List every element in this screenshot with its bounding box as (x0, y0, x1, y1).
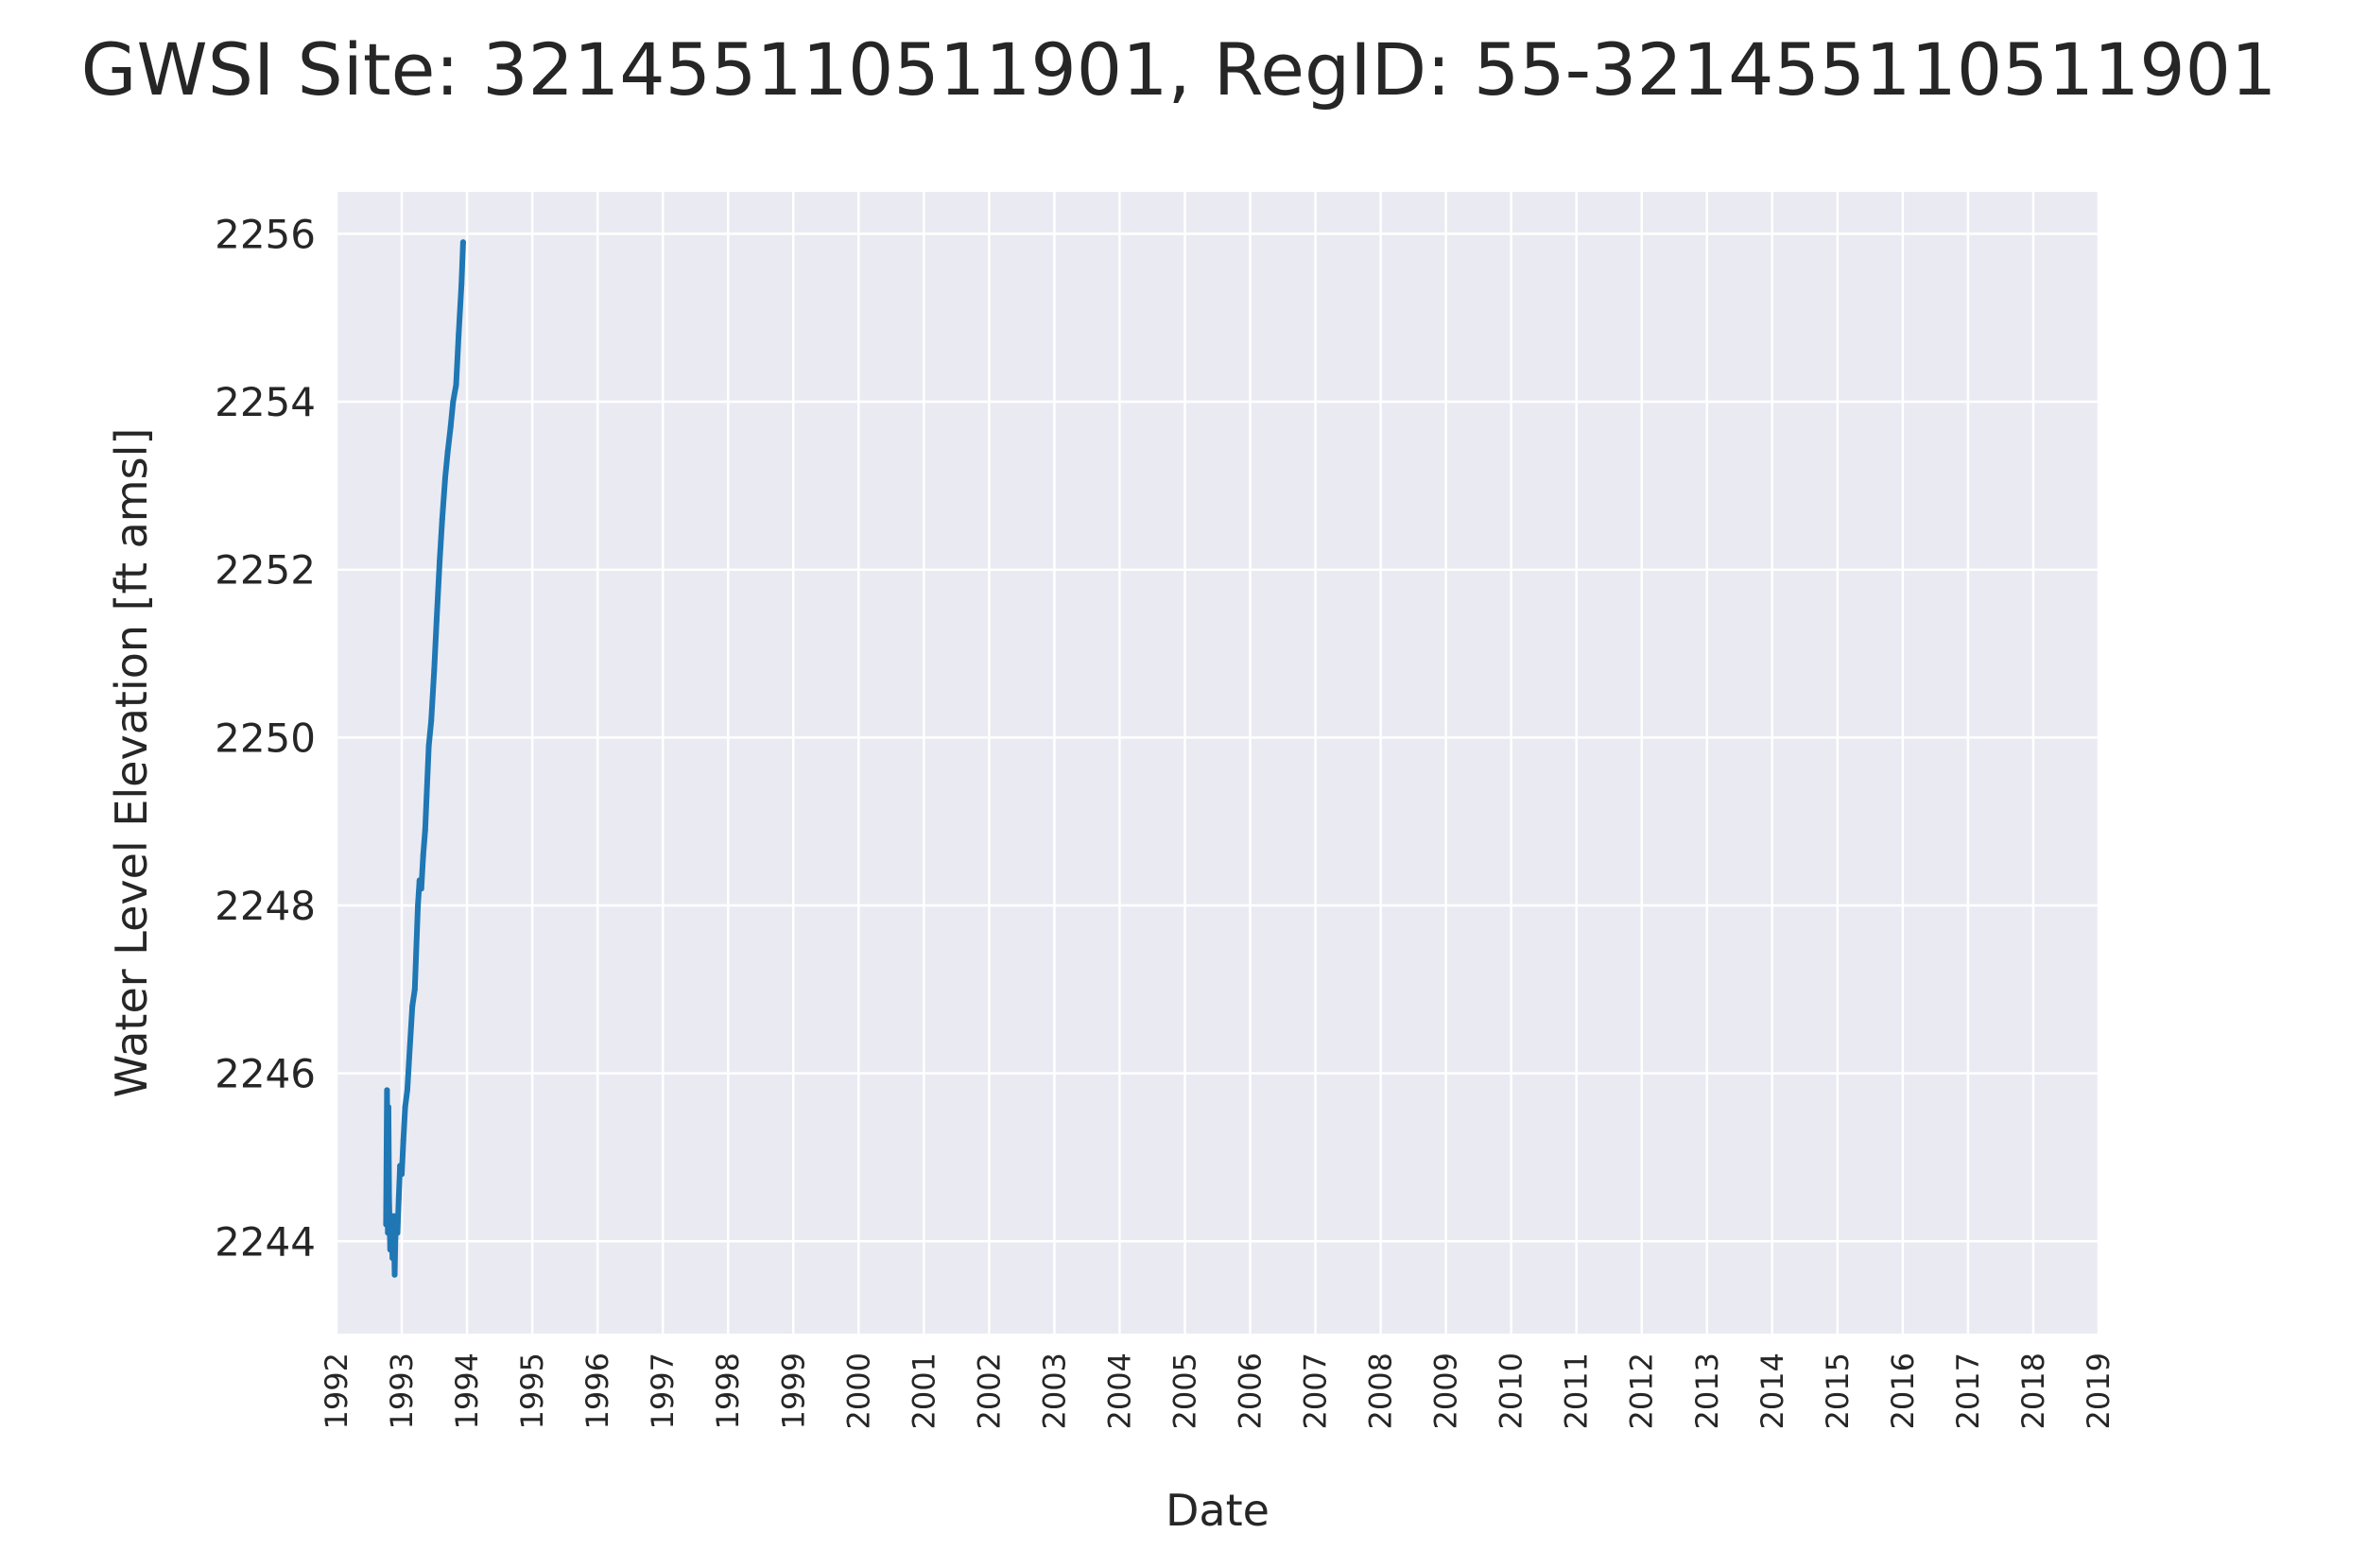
series-layer (383, 239, 466, 1278)
data-point (409, 1003, 416, 1009)
data-point (388, 1221, 394, 1228)
chart-title: GWSI Site: 321455110511901, RegID: 55-32… (81, 27, 2277, 112)
x-tick-label: 2006 (1233, 1353, 1269, 1429)
data-point (439, 516, 445, 523)
x-tick-label: 2014 (1754, 1353, 1790, 1429)
x-tick-label: 2013 (1689, 1353, 1725, 1429)
data-point (395, 1196, 402, 1202)
y-tick-label: 2244 (215, 1218, 316, 1265)
data-point (387, 1247, 393, 1253)
data-point (404, 1087, 410, 1094)
data-point (456, 332, 462, 337)
y-axis-label: Water Level Elevation [ft amsl] (106, 428, 157, 1098)
data-point (385, 1104, 391, 1111)
x-tick-label: 2009 (1428, 1353, 1464, 1429)
data-point (442, 474, 448, 480)
data-point (389, 1255, 396, 1262)
x-tick-label: 2010 (1494, 1353, 1529, 1429)
data-point (415, 903, 422, 908)
data-point (394, 1230, 401, 1236)
y-axis-ticks: 2244 2246 2248 2250 2252 2254 2256 (215, 211, 316, 1265)
data-point (391, 1271, 398, 1278)
grid (335, 192, 2100, 1334)
x-tick-label: 1993 (384, 1353, 420, 1429)
data-point (411, 986, 418, 992)
x-tick-label: 2000 (840, 1353, 876, 1429)
x-tick-label: 2012 (1624, 1353, 1660, 1429)
x-tick-label: 2015 (1820, 1353, 1856, 1429)
data-point (423, 793, 430, 800)
y-tick-label: 2248 (215, 883, 316, 929)
data-point (459, 239, 466, 246)
data-point (444, 449, 451, 456)
data-point (392, 1238, 399, 1245)
data-point (418, 886, 424, 892)
x-tick-label: 1995 (514, 1353, 550, 1429)
x-tick-label: 1998 (710, 1353, 746, 1429)
x-tick-label: 2016 (1885, 1353, 1921, 1429)
x-tick-label: 2005 (1166, 1353, 1202, 1429)
y-tick-label: 2250 (215, 715, 316, 761)
data-point (422, 827, 428, 834)
x-tick-label: 2018 (2015, 1353, 2051, 1429)
x-axis-ticks: 1992 1993 1994 1995 1996 1997 1998 1999 2000 2001… (319, 1353, 2116, 1429)
data-point (450, 399, 457, 405)
data-point (399, 1171, 405, 1178)
x-tick-label: 2002 (971, 1353, 1007, 1429)
data-point (420, 852, 426, 858)
y-tick-label: 2256 (215, 211, 316, 257)
x-tick-label: 2007 (1298, 1353, 1334, 1429)
x-tick-label: 2003 (1036, 1353, 1072, 1429)
data-point (406, 1045, 413, 1051)
data-point (453, 382, 459, 388)
data-point (416, 877, 423, 884)
y-tick-label: 2246 (215, 1051, 316, 1097)
x-tick-label: 2008 (1363, 1353, 1399, 1429)
data-point (447, 423, 454, 430)
data-point (428, 717, 435, 724)
data-point (385, 1230, 391, 1236)
x-tick-label: 2017 (1950, 1353, 1986, 1429)
data-point (393, 1213, 400, 1219)
x-tick-label: 1999 (775, 1353, 811, 1429)
x-tick-label: 1997 (645, 1353, 681, 1429)
x-tick-label: 2019 (2081, 1353, 2116, 1429)
data-point (437, 558, 443, 564)
data-point (383, 1221, 389, 1228)
data-point (433, 617, 440, 623)
x-tick-label: 2011 (1559, 1353, 1595, 1429)
data-point (384, 1087, 390, 1094)
data-point (425, 743, 432, 750)
x-axis-label: Date (1166, 1485, 1270, 1536)
series-line (383, 239, 466, 1278)
y-tick-label: 2254 (215, 379, 316, 425)
x-tick-label: 1994 (449, 1353, 485, 1429)
data-point (400, 1137, 406, 1144)
y-tick-label: 2252 (215, 547, 316, 594)
data-point (458, 281, 465, 287)
x-tick-label: 2001 (906, 1353, 942, 1429)
data-point (386, 1196, 392, 1202)
x-tick-label: 1996 (579, 1353, 615, 1429)
x-tick-label: 1992 (319, 1353, 354, 1429)
data-point (402, 1104, 408, 1111)
data-point (397, 1163, 404, 1169)
data-point (431, 667, 438, 674)
plot-area (337, 192, 2099, 1334)
x-tick-label: 2004 (1101, 1353, 1137, 1429)
